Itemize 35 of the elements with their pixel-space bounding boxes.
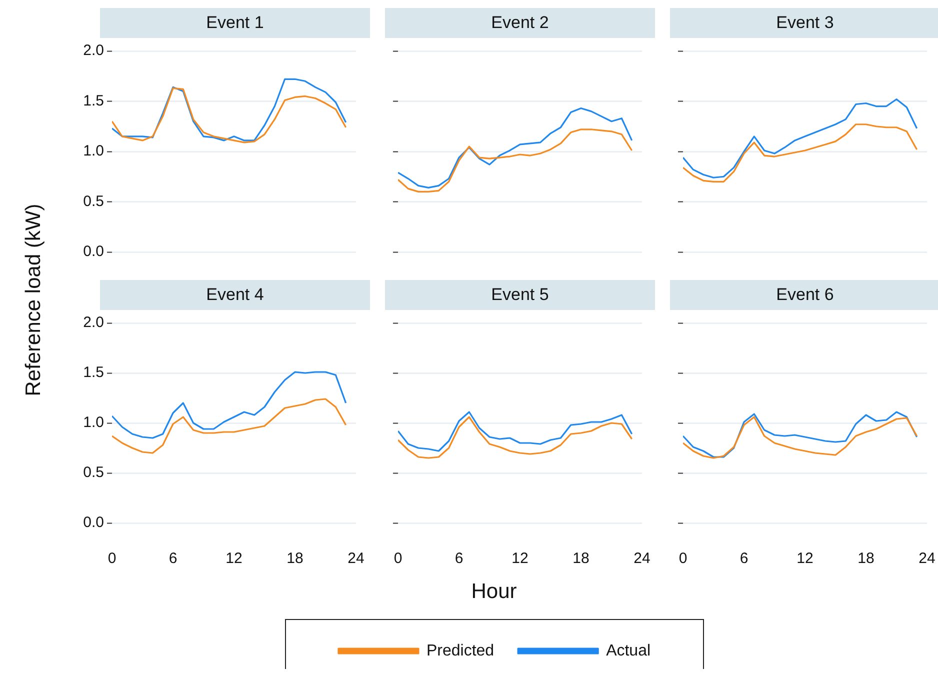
chart-title: Event 6 [670,280,938,310]
chart-title: Event 2 [385,8,655,38]
y-tick-label: 1.5 [83,92,104,110]
chart-title: Event 4 [100,280,370,310]
x-tick-label: 12 [226,550,242,568]
y-tick-label: 2.0 [83,42,104,60]
y-tick-label: 0.5 [83,192,104,210]
x-tick-label: 18 [858,550,874,568]
x-tick-label: 0 [108,550,116,568]
x-tick-label: 0 [678,550,688,568]
legend-label: Actual [606,642,651,660]
x-tick-label: 0 [394,550,402,568]
legend-label: Predicted [426,642,494,660]
chart-title: Event 1 [100,8,370,38]
x-tick-label: 18 [286,550,304,568]
x-tick-label: 6 [454,550,464,568]
x-axis-title: Hour [471,580,517,604]
y-tick-label: 1.0 [83,142,104,160]
chart-title: Event 5 [385,280,655,310]
x-tick-label: 6 [168,550,178,568]
x-tick-label: 18 [572,550,590,568]
x-tick-label: 24 [634,550,650,568]
y-tick-label: 0.5 [83,464,104,482]
x-tick-label: 12 [796,550,814,568]
x-tick-label: 12 [512,550,528,568]
y-tick-label: 1.5 [83,364,104,382]
y-tick-label: 0.0 [83,514,104,532]
y-tick-label: 0.0 [83,243,104,260]
y-tick-label: 2.0 [83,314,104,332]
y-axis-title: Reference load (kW) [22,204,46,396]
y-tick-label: 1.0 [83,414,104,432]
chart-title: Event 3 [670,8,938,38]
x-tick-label: 24 [918,550,936,568]
x-tick-label: 6 [740,550,748,568]
x-tick-label: 24 [348,550,364,568]
